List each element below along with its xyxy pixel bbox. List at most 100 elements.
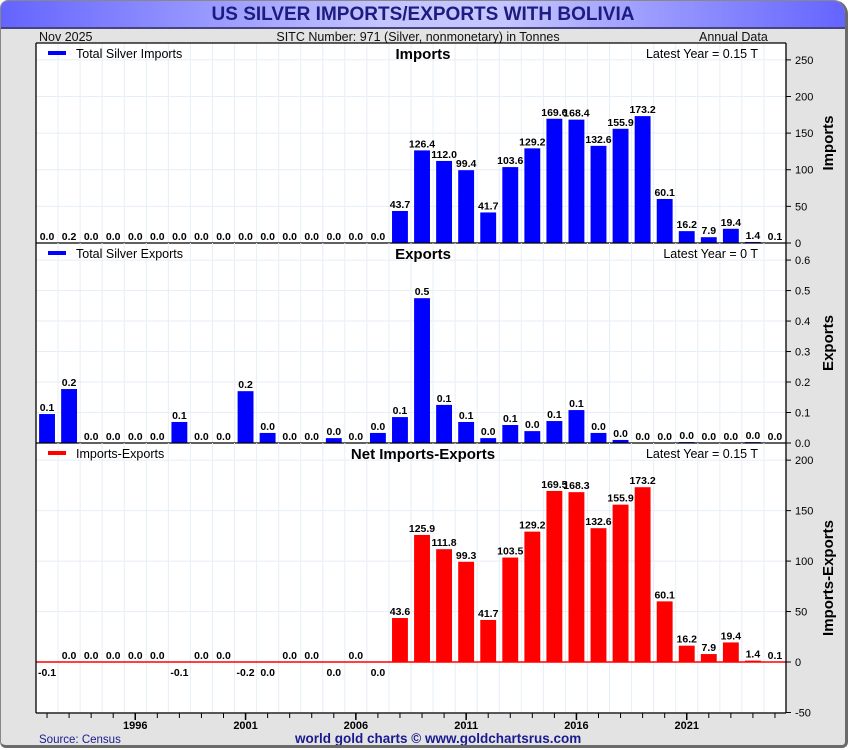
data-label: 43.7 [390,199,411,211]
data-label: 132.6 [585,516,611,528]
bar [700,237,717,243]
chart-title: US SILVER IMPORTS/EXPORTS WITH BOLIVIA [211,4,635,25]
data-label: 173.2 [629,475,655,487]
y-tick-label: 150 [795,506,813,518]
bar [678,645,695,663]
data-label: 0.0 [238,231,253,243]
subtitle: SITC Number: 971 (Silver, nonmonetary) i… [276,30,560,44]
x-tick-label: 2006 [344,720,368,732]
bar [524,531,541,663]
bar [259,432,276,443]
bar [436,404,453,443]
y-tick-label: 0.0 [795,438,810,450]
data-label: 0.0 [349,431,364,443]
data-label: 0.0 [481,426,496,438]
bar [436,549,453,663]
data-label: 168.4 [563,108,589,120]
legend-label: Total Silver Imports [76,47,182,61]
data-label: 0.1 [768,231,783,243]
data-label: 111.8 [432,537,457,549]
data-label: 0.0 [128,231,143,243]
data-label: 0.0 [106,431,121,443]
data-label: 0.2 [62,377,77,389]
data-label: 0.0 [768,431,783,443]
bar [656,601,673,663]
data-label: 169.5 [541,479,567,491]
data-label: 129.2 [519,520,545,532]
credit-label: world gold charts © www.goldchartsrus.co… [295,731,582,746]
y-axis-label: Imports-Exports [820,520,837,636]
bar [590,145,607,243]
data-label: 0.0 [84,650,99,662]
y-tick-label: 250 [795,55,813,67]
data-label: 0.2 [238,379,253,391]
data-label: 0.1 [547,409,562,421]
legend-swatch [48,451,66,455]
bar [414,298,430,443]
data-label: 0.0 [84,231,99,243]
bar [656,198,673,243]
bar [502,167,519,243]
y-tick-label: 100 [795,165,813,177]
bar [458,561,475,663]
data-label: 0.1 [437,393,452,405]
bar [722,228,739,243]
bar [700,654,717,663]
data-label: 0.0 [326,426,341,438]
data-label: 0.0 [106,650,121,662]
bar [61,389,78,443]
data-label: 0.0 [525,419,540,431]
data-label: 0.0 [326,667,341,679]
data-label: 0.0 [326,231,341,243]
latest-year-annotation: Latest Year = 0 T [663,247,758,261]
x-tick-label: 1996 [123,720,147,732]
latest-year-annotation: Latest Year = 0.15 T [646,447,758,461]
bar [392,417,408,443]
bar [524,431,541,443]
bar [612,439,629,443]
bar [458,421,475,443]
data-label: 0.0 [194,650,209,662]
data-label: -0.2 [237,667,255,679]
bar [325,438,342,443]
y-tick-label: 0.4 [795,316,810,328]
x-tick-label: 2001 [233,720,257,732]
data-label: 0.0 [216,650,231,662]
y-tick-label: 0 [795,657,801,669]
legend-swatch [48,251,66,255]
data-label: 0.0 [371,667,386,679]
data-label: 173.2 [629,104,655,116]
data-label: 99.3 [456,550,477,562]
data-label: 0.0 [371,421,386,433]
bar [634,487,651,663]
bar [612,128,629,243]
data-label: 0.0 [194,431,209,443]
data-label: 103.5 [497,546,523,558]
data-label: 169.6 [541,107,567,119]
bar [237,391,254,443]
x-tick-label: 2016 [564,720,588,732]
data-label: 0.0 [746,430,761,442]
y-axis-label: Exports [820,315,837,371]
data-label: 60.1 [654,187,675,199]
y-tick-label: 100 [795,556,813,568]
data-label: 0.0 [260,231,275,243]
data-label: 0.0 [304,431,319,443]
data-label: 0.1 [503,413,518,425]
data-label: 0.0 [40,231,55,243]
bar [678,231,695,243]
bar [634,116,651,243]
bar [568,119,585,243]
data-label: 0.0 [282,650,297,662]
data-label: 0.1 [768,650,783,662]
panel-title: Net Imports-Exports [351,446,495,463]
data-label: 0.0 [613,428,628,440]
data-label: 0.0 [260,667,275,679]
bar [414,150,430,243]
data-label: 0.0 [106,231,121,243]
bar [568,410,585,443]
data-label: 0.0 [62,650,77,662]
panel-title: Exports [395,246,451,263]
bar [590,432,607,443]
data-label: 0.0 [150,650,165,662]
